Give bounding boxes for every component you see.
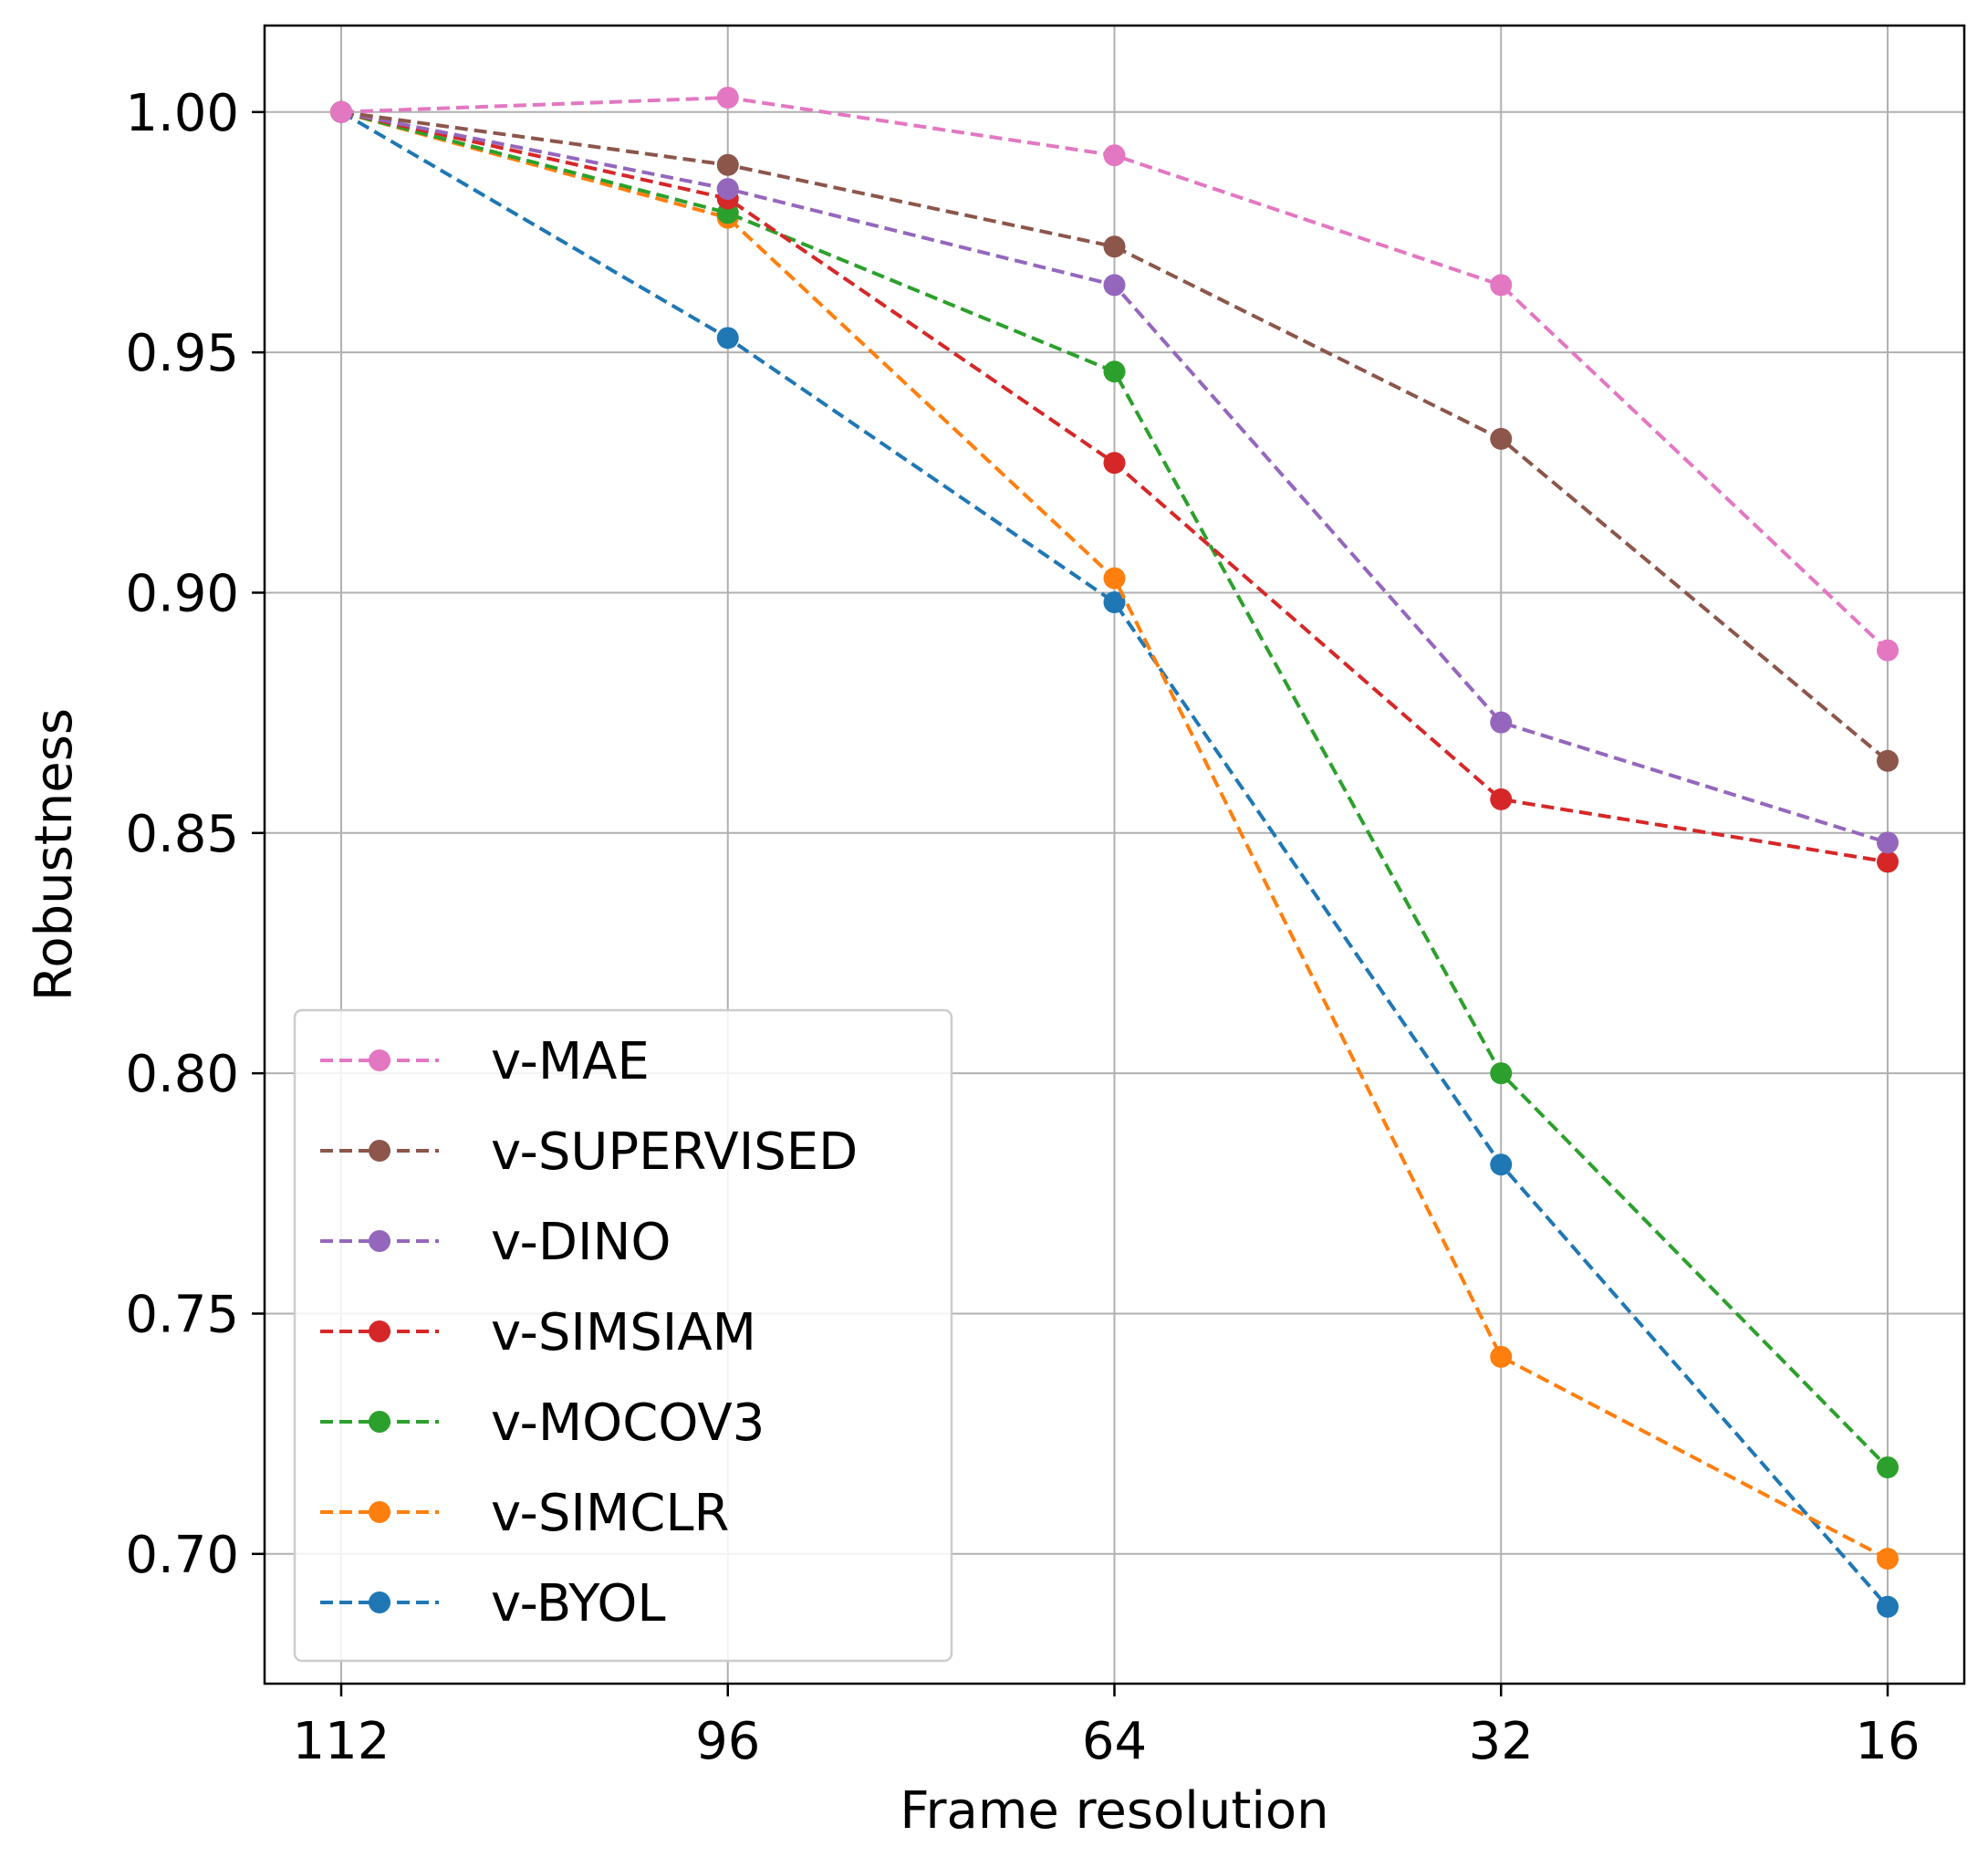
data-point (1103, 567, 1126, 590)
data-point (1877, 831, 1899, 854)
legend-marker (369, 1501, 390, 1523)
x-tick-label: 64 (1082, 1712, 1147, 1771)
legend-label: v-MAE (491, 1032, 650, 1091)
series-line (339, 110, 1889, 1609)
legend-label: v-SUPERVISED (491, 1122, 858, 1182)
x-axis: 112 96 64 32 16 (293, 1684, 1920, 1771)
legend-marker (369, 1411, 390, 1433)
data-point (1490, 1345, 1513, 1368)
legend-item-v-supervised: v-SUPERVISED (320, 1122, 858, 1182)
series-v-supervised (330, 100, 1899, 772)
legend-item-v-mae: v-MAE (320, 1032, 650, 1091)
data-point (1103, 452, 1126, 475)
data-point (1877, 851, 1899, 873)
data-point (1877, 749, 1899, 772)
x-tick-label: 16 (1855, 1712, 1920, 1771)
data-point (1490, 788, 1513, 810)
legend-item-v-simclr: v-SIMCLR (320, 1484, 729, 1543)
legend-label: v-MOCOV3 (491, 1393, 765, 1453)
x-axis-title: Frame resolution (900, 1781, 1328, 1841)
y-tick-label: 1.00 (125, 84, 239, 143)
data-point (1877, 1548, 1899, 1571)
legend-item-v-mocov3: v-MOCOV3 (320, 1393, 765, 1453)
series-v-mae (330, 87, 1899, 662)
x-tick-label: 96 (695, 1712, 760, 1771)
data-point (716, 327, 739, 350)
legend-box (293, 1008, 953, 1663)
legend-item-v-dino: v-DINO (320, 1213, 671, 1272)
y-tick-label: 0.90 (125, 564, 239, 623)
data-point (1877, 1456, 1899, 1478)
y-axis: 0.70 0.75 0.80 0.85 0.90 0.95 1.00 (125, 84, 265, 1585)
legend-item-v-byol: v-BYOL (320, 1574, 666, 1633)
data-point (1103, 235, 1126, 258)
legend-label: v-DINO (491, 1213, 671, 1272)
data-point (330, 100, 352, 123)
data-point (716, 87, 739, 109)
data-point (1103, 360, 1126, 383)
data-point (1490, 274, 1513, 297)
y-tick-label: 0.70 (125, 1526, 239, 1585)
x-tick-label: 32 (1469, 1712, 1534, 1771)
legend-marker (369, 1230, 390, 1252)
legend-marker (369, 1320, 390, 1342)
x-tick-label: 112 (293, 1712, 390, 1771)
y-tick-label: 0.80 (125, 1045, 239, 1104)
data-point (1877, 639, 1899, 662)
data-point (1103, 274, 1126, 297)
legend-label: v-SIMSIAM (491, 1303, 756, 1362)
series-line (340, 110, 1889, 763)
data-point (1103, 144, 1126, 167)
data-point (1103, 591, 1126, 613)
y-tick-label: 0.75 (125, 1285, 239, 1344)
data-point (1490, 1153, 1513, 1176)
legend-marker (369, 1140, 390, 1162)
series-group (330, 87, 1899, 1618)
y-tick-label: 0.95 (125, 324, 239, 383)
legend-label: v-BYOL (491, 1574, 666, 1633)
legend-item-v-simsiam: v-SIMSIAM (320, 1303, 756, 1362)
data-point (716, 178, 739, 201)
legend-marker (369, 1591, 390, 1613)
legend: v-MAE v-SUPERVISED v-DINO v-SIMSIAM v-MOCOV3… (293, 1008, 953, 1663)
data-point (1490, 711, 1513, 734)
legend-marker (369, 1049, 390, 1071)
data-point (716, 153, 739, 176)
legend-label: v-SIMCLR (491, 1484, 729, 1543)
data-point (1877, 1595, 1899, 1618)
y-tick-label: 0.85 (125, 805, 239, 864)
y-axis-title: Robustness (25, 708, 84, 1001)
data-point (1490, 427, 1513, 450)
data-point (1490, 1062, 1513, 1085)
